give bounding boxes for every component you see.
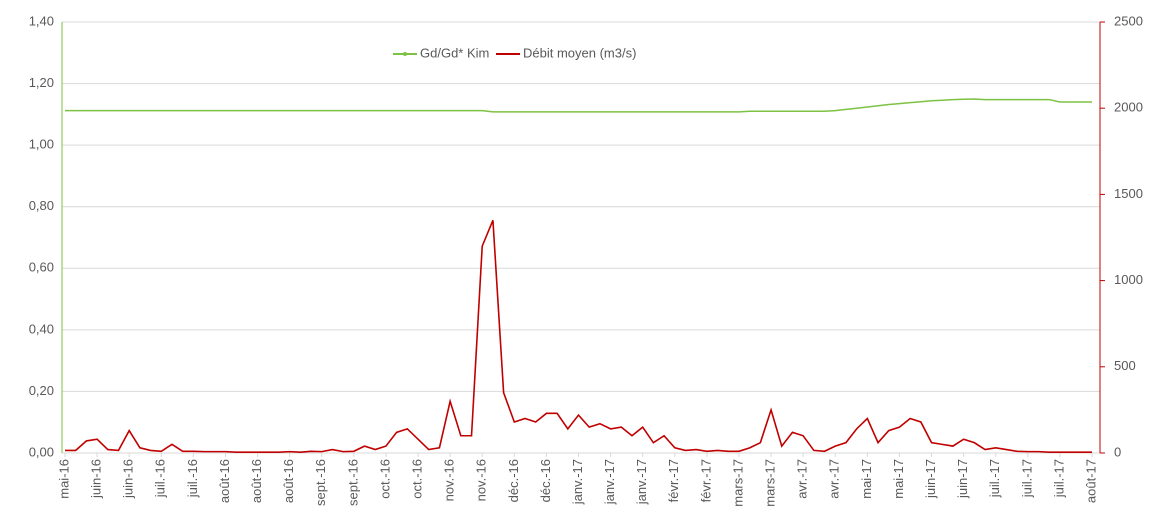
legend-marker [403, 52, 407, 56]
x-tick-label: nov.-16 [474, 459, 489, 501]
y-tick-label: 1,40 [29, 13, 54, 28]
y-tick-label: 0,40 [29, 321, 54, 336]
y-tick-label: 1,20 [29, 75, 54, 90]
series-line [65, 219, 1092, 453]
legend-label: Débit moyen (m3/s) [523, 45, 636, 60]
x-tick-label: juil.-16 [185, 459, 200, 498]
y-tick-label: 0,60 [29, 260, 54, 275]
x-tick-label: mai-16 [56, 459, 71, 499]
y-tick-label: 0,80 [29, 198, 54, 213]
x-tick-label: août-16 [249, 459, 264, 503]
y-tick-label: 0,20 [29, 383, 54, 398]
y2-tick-label: 2500 [1114, 13, 1143, 28]
x-tick-label: févr.-17 [698, 459, 713, 502]
y2-tick-label: 0 [1114, 444, 1121, 459]
x-tick-label: déc.-16 [538, 459, 553, 502]
x-tick-label: oct.-16 [409, 459, 424, 499]
x-tick-label: janv.-17 [602, 459, 617, 505]
x-tick-label: août-17 [1083, 459, 1098, 503]
x-tick-label: févr.-17 [666, 459, 681, 502]
x-tick-label: mai-17 [859, 459, 874, 499]
x-tick-label: janv.-17 [570, 459, 585, 505]
y-tick-label: 1,00 [29, 137, 54, 152]
legend-label: Gd/Gd* Kim [420, 45, 489, 60]
x-tick-label: juin-17 [955, 459, 970, 499]
y2-tick-label: 2000 [1114, 100, 1143, 115]
x-tick-label: nov.-16 [442, 459, 457, 501]
y-tick-label: 0,00 [29, 444, 54, 459]
series-line [65, 98, 1092, 113]
y2-tick-label: 1000 [1114, 272, 1143, 287]
x-tick-label: août-16 [281, 459, 296, 503]
x-tick-label: août-16 [217, 459, 232, 503]
x-tick-label: oct.-16 [377, 459, 392, 499]
x-tick-label: juil.-17 [1051, 459, 1066, 498]
x-tick-label: janv.-17 [634, 459, 649, 505]
x-tick-label: mars-17 [763, 459, 778, 507]
x-tick-label: juin-17 [923, 459, 938, 499]
x-tick-label: juin-16 [89, 459, 104, 499]
x-tick-label: sept.-16 [313, 459, 328, 506]
y2-tick-label: 500 [1114, 358, 1136, 373]
x-tick-label: avr.-17 [827, 459, 842, 499]
x-tick-label: juil.-17 [1019, 459, 1034, 498]
x-tick-label: juil.-16 [153, 459, 168, 498]
x-tick-label: juil.-17 [987, 459, 1002, 498]
x-tick-label: sept.-16 [345, 459, 360, 506]
x-tick-label: juin-16 [121, 459, 136, 499]
x-tick-label: mars-17 [730, 459, 745, 507]
x-tick-label: mai-17 [891, 459, 906, 499]
x-tick-label: déc.-16 [506, 459, 521, 502]
y2-tick-label: 1500 [1114, 186, 1143, 201]
x-tick-label: avr.-17 [795, 459, 810, 499]
